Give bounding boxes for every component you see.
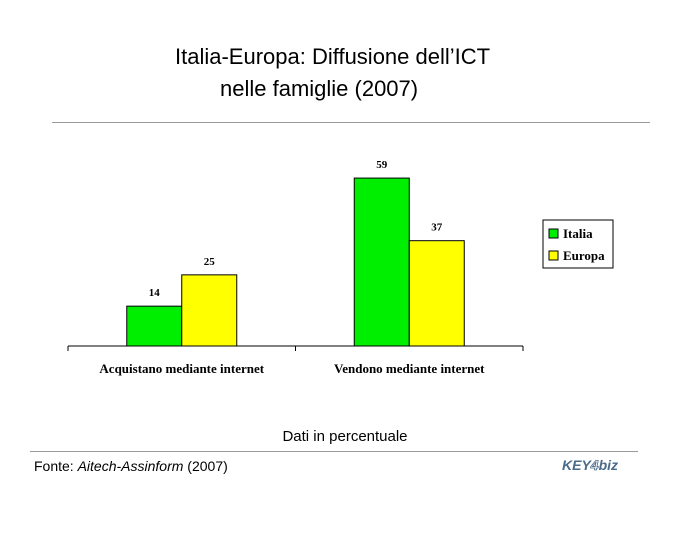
x-axis-ticks	[67, 346, 524, 351]
bar-chart: 14 25 59 37 Acquistano mediante internet Ven…	[67, 159, 614, 376]
logo-text: KEY4biz	[562, 457, 618, 473]
value-label-italia-2: 59	[376, 159, 388, 171]
bars-group	[126, 177, 465, 347]
chart-title-line2: nelle famiglie (2007)	[220, 76, 419, 101]
source-name: Aitech-Assinform	[77, 458, 184, 474]
value-labels-group: 14 25 59 37	[149, 159, 443, 299]
bar-italia-2	[353, 177, 410, 347]
value-label-italia-1: 14	[149, 287, 161, 299]
legend-label-italia: Italia	[563, 226, 593, 241]
key4biz-logo: KEY4biz	[562, 457, 618, 474]
top-divider	[52, 122, 650, 123]
source-prefix: Fonte:	[34, 458, 78, 474]
legend-swatch-europa	[548, 250, 559, 261]
bar-italia-1	[126, 305, 183, 347]
category-labels-group: Acquistano mediante internet Vendono medi…	[99, 361, 485, 376]
category-label-1: Acquistano mediante internet	[99, 361, 264, 376]
source-credit: Fonte: Aitech-Assinform (2007)	[34, 458, 228, 474]
bottom-divider	[30, 451, 638, 452]
chart-title-line1: Italia-Europa: Diffusione dell’ICT	[175, 44, 491, 69]
bar-europa-1	[181, 274, 238, 347]
source-suffix: (2007)	[183, 458, 228, 474]
data-note: Dati in percentuale	[282, 428, 408, 445]
value-label-europa-2: 37	[431, 222, 443, 234]
legend: Italia Europa	[542, 219, 614, 269]
category-label-2: Vendono mediante internet	[334, 361, 485, 376]
legend-swatch-italia	[548, 228, 559, 239]
value-label-europa-1: 25	[204, 256, 216, 268]
legend-label-europa: Europa	[563, 248, 605, 263]
bar-europa-2	[408, 240, 465, 347]
